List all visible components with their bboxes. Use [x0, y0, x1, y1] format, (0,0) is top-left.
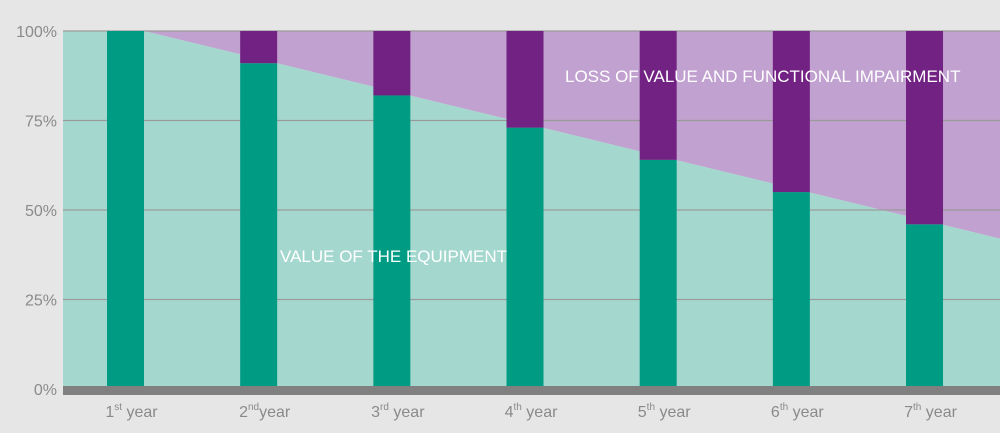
- loss-bar: [506, 31, 544, 128]
- loss-area-label: LOSS OF VALUE AND FUNCTIONAL IMPAIRMENT: [565, 67, 960, 86]
- x-tick-label: 6th year: [771, 402, 824, 421]
- y-tick-label: 25%: [25, 293, 57, 310]
- loss-bar: [240, 31, 278, 64]
- y-tick-label: 0%: [34, 382, 57, 399]
- value-bar: [373, 95, 411, 389]
- x-tick-label: 4th year: [505, 402, 558, 421]
- x-tick-label: 5th year: [638, 402, 691, 421]
- x-tick-labels: 1st year 2ndyear 3rd year 4th year 5th year 6…: [105, 402, 957, 421]
- loss-bar: [906, 31, 944, 225]
- y-tick-labels: 100% 75% 50% 25% 0%: [16, 24, 57, 399]
- x-tick-label: 3rd year: [371, 402, 425, 421]
- bars: [107, 31, 944, 389]
- x-tick-label: 2ndyear: [239, 402, 291, 421]
- y-tick-label: 50%: [25, 203, 57, 220]
- value-bar: [772, 192, 810, 389]
- y-tick-label: 75%: [25, 114, 57, 131]
- value-bar: [240, 63, 278, 389]
- value-bar: [107, 31, 144, 389]
- loss-bar: [373, 31, 411, 96]
- value-bar: [506, 127, 544, 389]
- value-bar: [639, 159, 677, 389]
- value-area-label: VALUE OF THE EQUIPMENT: [280, 247, 507, 266]
- x-tick-label: 7th year: [904, 402, 957, 421]
- x-axis-baseline: [63, 386, 1000, 395]
- y-tick-label: 100%: [16, 24, 57, 41]
- value-bar: [906, 224, 944, 389]
- loss-area: [63, 31, 1000, 239]
- x-tick-label: 1st year: [105, 402, 158, 421]
- loss-bar: [772, 31, 810, 193]
- loss-bar: [639, 31, 677, 160]
